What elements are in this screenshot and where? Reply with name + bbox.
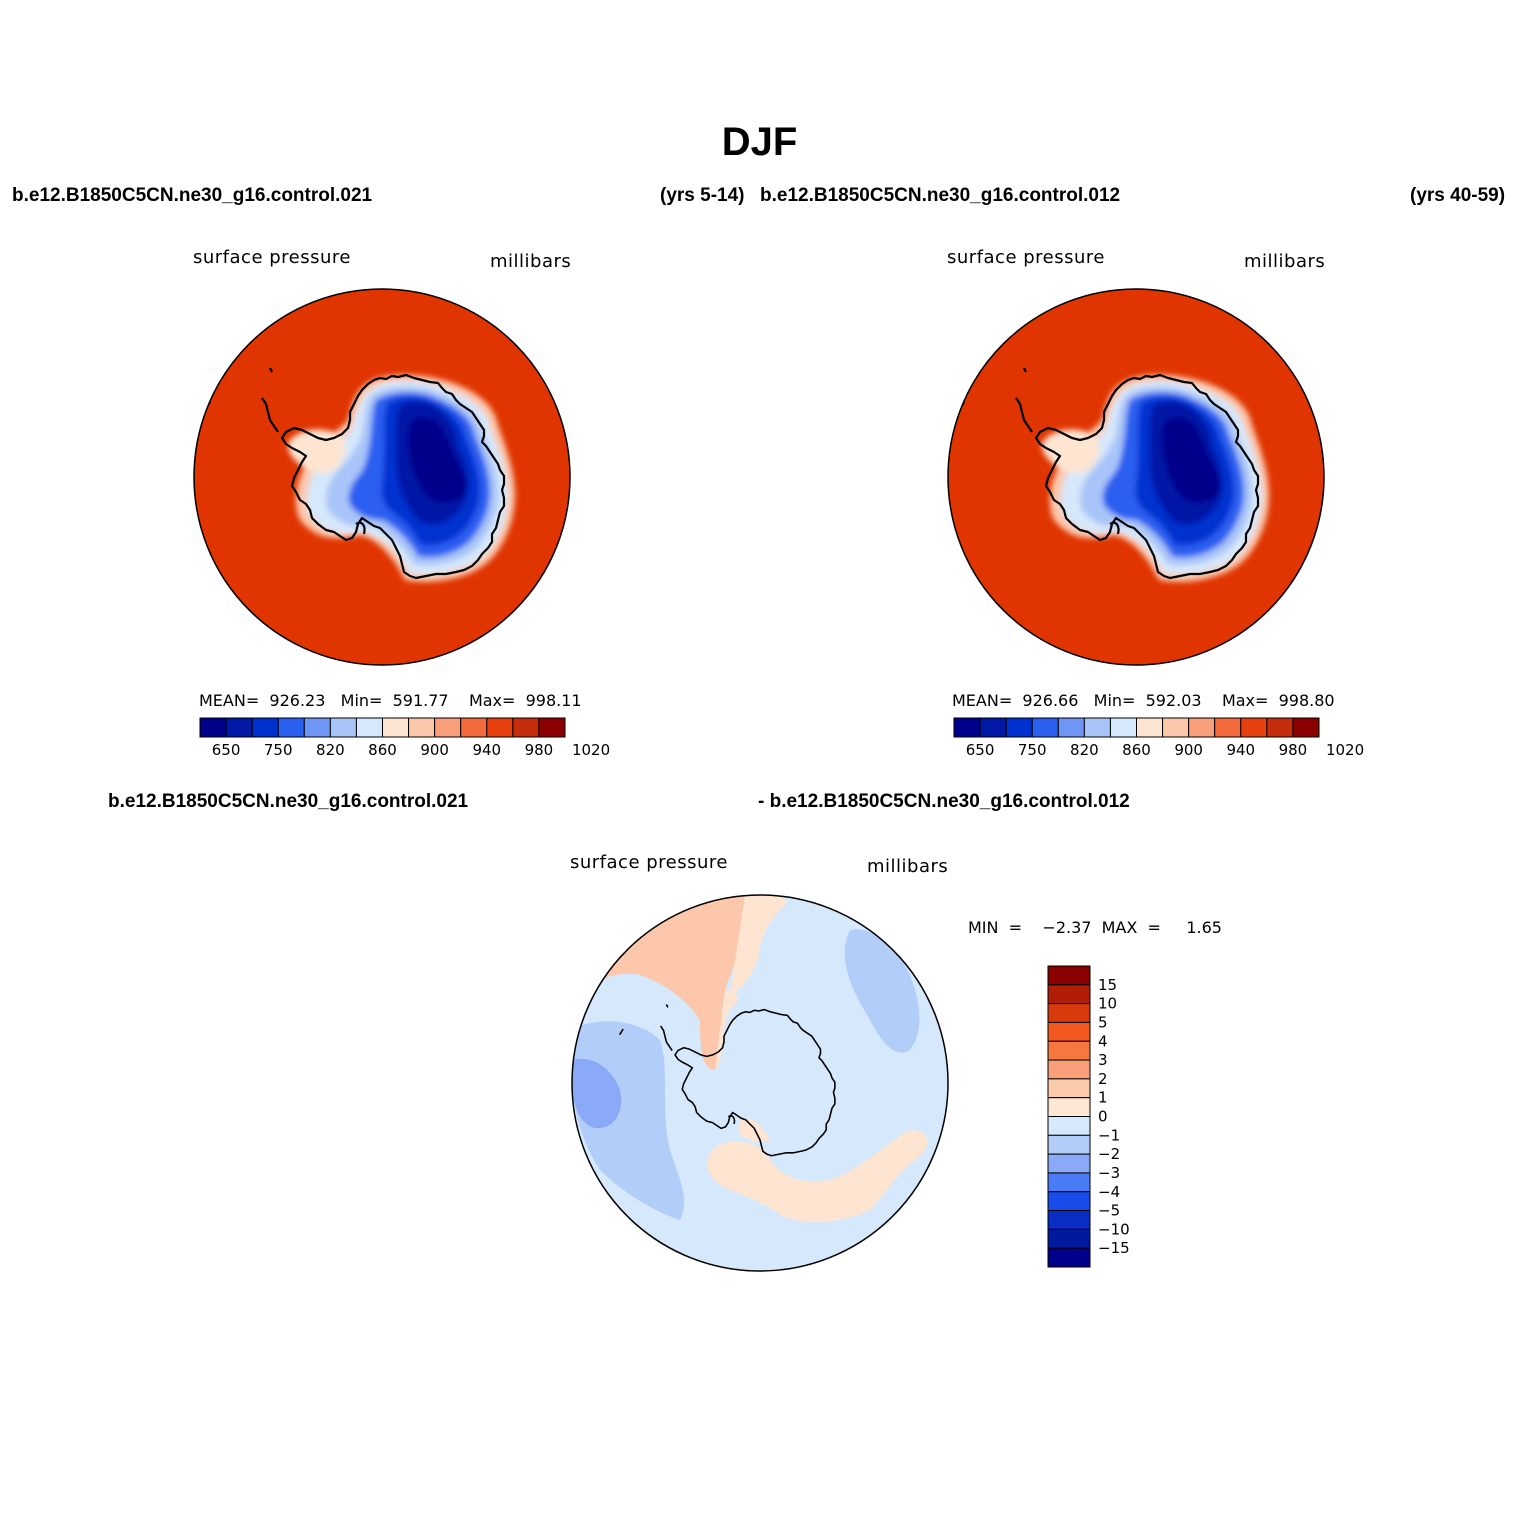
diff-stats: MIN = −2.37 MAX = 1.65 — [968, 918, 1222, 937]
diff-colorbar-swatch — [1047, 1172, 1091, 1193]
left-map — [193, 288, 571, 666]
right-colorbar-tick-label: 1020 — [1326, 741, 1364, 759]
diff-map — [571, 894, 949, 1272]
left-stats: MEAN= 926.23 Min= 591.77 Max= 998.11 — [199, 691, 582, 710]
diff-colorbar-tick-label: 4 — [1098, 1032, 1108, 1050]
diff-colorbar-tick-label: −2 — [1098, 1145, 1120, 1163]
left-years-label: (yrs 5-14) — [660, 185, 745, 206]
left-colorbar-swatch — [434, 717, 462, 738]
left-colorbar-tick-label: 900 — [420, 741, 449, 759]
left-colorbar-swatch — [486, 717, 514, 738]
right-colorbar-swatch — [1083, 717, 1111, 738]
figure-title: DJF — [721, 120, 798, 164]
diff-colorbar-swatch — [1047, 1097, 1091, 1117]
diff-colorbar-tick-label: 0 — [1098, 1108, 1108, 1126]
diff-colorbar-tick-label: 2 — [1098, 1070, 1108, 1088]
left-colorbar-tick-label: 820 — [316, 741, 345, 759]
diff-colorbar-tick-label: −4 — [1098, 1183, 1120, 1201]
left-variable-label: surface pressure — [193, 247, 351, 268]
right-colorbar-swatch — [1292, 717, 1320, 738]
diff-colorbar-tick-label: −5 — [1098, 1202, 1120, 1220]
right-colorbar-tick-label: 820 — [1070, 741, 1099, 759]
diff-colorbar-tick-label: 10 — [1098, 995, 1117, 1013]
right-colorbar-swatch — [1162, 717, 1190, 738]
right-colorbar-tick-label: 750 — [1018, 741, 1047, 759]
left-colorbar-swatch — [355, 717, 383, 738]
diff-colorbar-swatch — [1047, 1003, 1091, 1023]
left-colorbar-tick-label: 1020 — [572, 741, 610, 759]
left-colorbar-swatch — [251, 717, 279, 738]
right-colorbar-swatch — [1109, 717, 1138, 738]
diff-colorbar-swatch — [1047, 984, 1091, 1005]
left-case-label: b.e12.B1850C5CN.ne30_g16.control.021 — [12, 185, 373, 206]
diff-colorbar-swatch — [1047, 1153, 1091, 1174]
right-colorbar-swatch — [1057, 717, 1085, 738]
right-colorbar-tick-label: 650 — [966, 741, 995, 759]
diff-colorbar-swatch — [1047, 1134, 1091, 1155]
right-colorbar-swatch — [1031, 717, 1059, 738]
left-colorbar-tick-label: 980 — [525, 741, 554, 759]
left-colorbar-swatch — [225, 717, 253, 738]
right-colorbar-tick-label: 940 — [1226, 741, 1255, 759]
left-colorbar-swatch — [329, 717, 357, 738]
left-colorbar-swatch — [408, 717, 436, 738]
right-colorbar-swatch — [979, 717, 1007, 738]
left-colorbar-swatch — [303, 717, 331, 738]
right-colorbar-tick-label: 900 — [1174, 741, 1203, 759]
right-years-label: (yrs 40-59) — [1410, 185, 1506, 206]
diff-variable-label: surface pressure — [570, 852, 728, 873]
right-colorbar-swatch — [1214, 717, 1242, 738]
left-colorbar-tick-label: 650 — [212, 741, 241, 759]
left-colorbar-tick-label: 940 — [472, 741, 501, 759]
right-map — [947, 288, 1325, 666]
right-variable-label: surface pressure — [947, 247, 1105, 268]
diff-colorbar-tick-label: 1 — [1098, 1089, 1108, 1107]
right-colorbar-swatch — [1136, 717, 1164, 738]
diff-colorbar-tick-label: −15 — [1098, 1239, 1130, 1257]
right-colorbar-swatch — [1005, 717, 1033, 738]
left-colorbar-swatch — [460, 717, 488, 738]
left-colorbar: 650 750 820 860 900 940 980 1020 — [199, 717, 610, 759]
diff-colorbar-swatch — [1047, 1078, 1091, 1099]
right-colorbar-swatch — [1240, 717, 1268, 738]
right-colorbar-swatch — [953, 717, 981, 738]
diff-colorbar-tick-label: 3 — [1098, 1051, 1108, 1069]
left-colorbar-swatch — [199, 717, 227, 738]
right-units-label: millibars — [1244, 251, 1326, 272]
diff-colorbar-tick-label: −10 — [1098, 1220, 1130, 1238]
left-colorbar-swatch — [277, 717, 305, 738]
diff-colorbar-swatch — [1047, 1059, 1091, 1080]
diff-colorbar-swatch — [1047, 965, 1091, 986]
diff-case-b-label: - b.e12.B1850C5CN.ne30_g16.control.012 — [758, 791, 1130, 812]
right-colorbar-swatch — [1188, 717, 1216, 738]
left-colorbar-tick-label: 750 — [264, 741, 293, 759]
diff-colorbar-swatch — [1047, 1116, 1091, 1136]
right-colorbar: 650 750 820 860 900 940 980 1020 — [953, 717, 1364, 759]
diff-colorbar-swatch — [1047, 1228, 1091, 1249]
left-colorbar-swatch — [538, 717, 566, 738]
diff-units-label: millibars — [867, 856, 949, 877]
diff-colorbar-tick-label: −3 — [1098, 1164, 1120, 1182]
left-units-label: millibars — [490, 251, 572, 272]
diff-colorbar-swatch — [1047, 1247, 1091, 1268]
right-case-label: b.e12.B1850C5CN.ne30_g16.control.012 — [760, 185, 1121, 206]
diff-colorbar-tick-label: 15 — [1098, 976, 1117, 994]
diff-colorbar-tick-label: −1 — [1098, 1126, 1120, 1144]
diff-colorbar-swatch — [1047, 1021, 1091, 1042]
diff-colorbar-swatch — [1047, 1040, 1091, 1061]
left-colorbar-swatch — [512, 717, 540, 738]
right-colorbar-swatch — [1266, 717, 1294, 738]
diff-colorbar-tick-label: 5 — [1098, 1013, 1108, 1031]
diff-colorbar-swatch — [1047, 1191, 1091, 1212]
left-colorbar-tick-label: 860 — [368, 741, 397, 759]
diff-case-a-label: b.e12.B1850C5CN.ne30_g16.control.021 — [108, 791, 469, 812]
left-colorbar-swatch — [382, 717, 410, 738]
right-colorbar-tick-label: 980 — [1279, 741, 1308, 759]
right-colorbar-tick-label: 860 — [1122, 741, 1151, 759]
diff-colorbar-swatch — [1047, 1210, 1091, 1230]
right-stats: MEAN= 926.66 Min= 592.03 Max= 998.80 — [952, 691, 1335, 710]
